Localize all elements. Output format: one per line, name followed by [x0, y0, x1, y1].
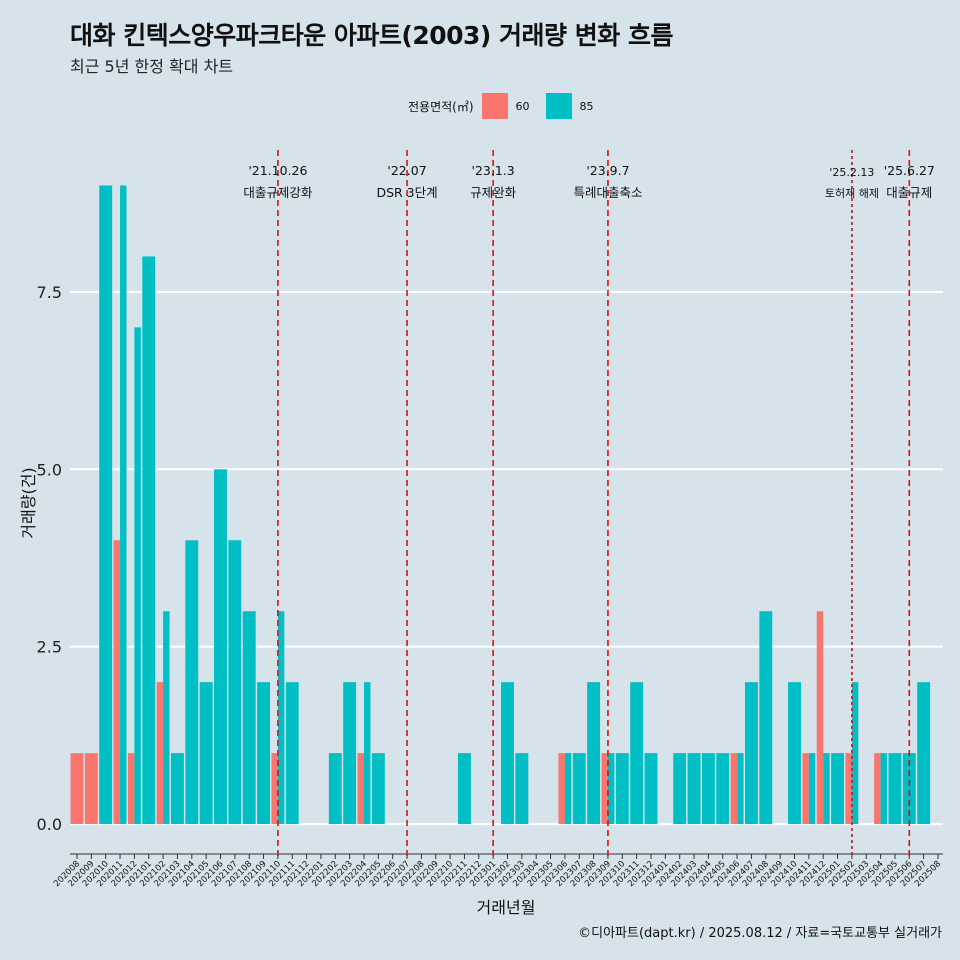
bar-85 [214, 469, 227, 825]
bar-85 [228, 540, 242, 825]
bar-85 [701, 753, 715, 825]
event-desc-label: DSR 3단계 [376, 185, 437, 200]
legend-swatch-85 [545, 93, 572, 119]
chart-title: 대화 킨텍스양우파크타운 아파트(2003) 거래량 변화 흐름 [70, 21, 673, 50]
bar-85 [257, 682, 271, 825]
legend-label-85: 85 [579, 99, 594, 113]
event-date-label: '23.9.7 [586, 163, 629, 178]
legend: 전용면적(㎡) 60 85 [408, 93, 610, 119]
bar-85 [888, 753, 902, 825]
bar-85 [788, 682, 801, 825]
bar-85 [285, 682, 299, 825]
bar-60 [802, 753, 809, 825]
y-tick-label: 2.5 [37, 638, 62, 657]
bar-85 [170, 753, 184, 825]
bar-85 [242, 611, 256, 825]
bar-85 [759, 611, 773, 825]
event-desc-label: 규제완화 [470, 185, 517, 200]
event-desc-label: 대출규제 [886, 185, 932, 200]
bar-85 [515, 753, 529, 825]
bar-60 [730, 753, 738, 825]
event-desc-label: 대출규제강화 [243, 185, 313, 200]
bar-85 [572, 753, 586, 825]
bar-85 [917, 682, 931, 825]
bar-85 [564, 753, 572, 825]
bar-85 [364, 682, 371, 825]
bar-60 [271, 753, 278, 825]
event-date-label: '25.2.13 [829, 166, 874, 179]
bar-85 [716, 753, 730, 825]
bar-60 [845, 753, 852, 825]
bar-60 [558, 753, 565, 825]
bar-85 [134, 327, 141, 825]
event-date-label: '25.6.27 [884, 163, 935, 178]
bar-60 [84, 753, 98, 825]
bar-60 [113, 540, 121, 825]
bar-60 [816, 611, 824, 825]
event-desc-label: 특례대출축소 [573, 185, 642, 200]
legend-label-60: 60 [515, 99, 530, 113]
bar-85 [644, 753, 658, 825]
bar-85 [142, 256, 156, 825]
event-desc-label: 토허제 해제 [825, 186, 879, 200]
bar-85 [501, 682, 514, 825]
bar-60 [601, 753, 608, 825]
x-axis-title: 거래년월 [477, 898, 536, 917]
caption: ©디아파트(dapt.kr) / 2025.08.12 / 자료=국토교통부 실… [578, 926, 942, 941]
bar-60 [874, 753, 881, 825]
bar-85 [371, 753, 385, 825]
bar-85 [277, 611, 285, 825]
bar-85 [880, 753, 888, 825]
bar-60 [156, 682, 164, 825]
bar-85 [343, 682, 357, 825]
bar-85 [808, 753, 816, 825]
legend-title: 전용면적(㎡) [408, 99, 474, 114]
chart-subtitle: 최근 5년 한정 확대 차트 [70, 57, 234, 76]
bar-85 [457, 753, 471, 825]
bar-85 [823, 753, 830, 825]
bar-85 [607, 753, 615, 825]
bar-85 [831, 753, 845, 825]
bar-85 [328, 753, 342, 825]
event-date-label: '23.1.3 [472, 163, 515, 178]
y-tick-label: 0.0 [37, 815, 62, 834]
bar-85 [673, 753, 687, 825]
bar-85 [744, 682, 758, 825]
bar-85 [587, 682, 601, 825]
y-axis-title: 거래량(건) [19, 467, 38, 538]
bar-60 [70, 753, 84, 825]
bar-85 [687, 753, 701, 825]
y-tick-label: 5.0 [37, 460, 62, 479]
bar-85 [185, 540, 199, 825]
bar-85 [630, 682, 644, 825]
event-date-label: '22.07 [387, 163, 426, 178]
bar-85 [902, 753, 916, 825]
bar-85 [120, 185, 127, 825]
bar-85 [737, 753, 744, 825]
bar-60 [127, 753, 135, 825]
event-date-label: '21.10.26 [248, 163, 307, 178]
y-tick-label: 7.5 [37, 283, 62, 302]
bar-85 [99, 185, 113, 825]
bar-60 [357, 753, 364, 825]
bar-85 [615, 753, 629, 825]
bar-85 [851, 682, 859, 825]
bar-85 [199, 682, 213, 825]
legend-swatch-60 [481, 93, 508, 119]
bar-85 [163, 611, 170, 825]
